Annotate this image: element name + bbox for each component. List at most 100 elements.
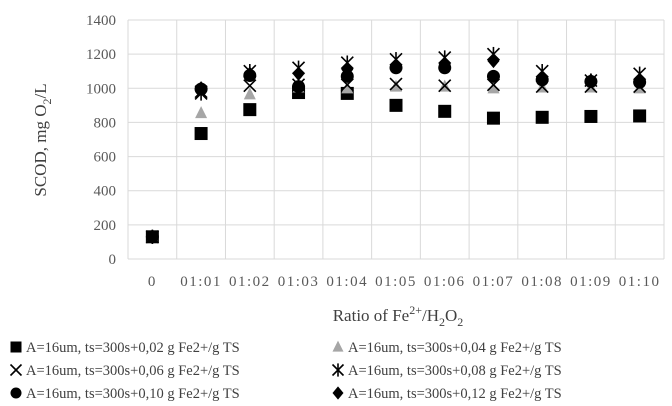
x-tick-labels: 0 01:01 01:02 01:03 01:04 01:05 01:06 01:07 01:0… xyxy=(148,274,661,290)
triangle-marker xyxy=(390,79,402,92)
y-tick-labels: 0 200 400 600 800 1000 1200 1400 xyxy=(86,13,116,268)
diamond-marker xyxy=(584,73,597,88)
data-point-x xyxy=(9,363,23,377)
data-point-triangle xyxy=(390,79,402,92)
x-tick-label: 01:04 xyxy=(326,274,368,290)
diamond-marker xyxy=(243,66,256,81)
data-point-x xyxy=(438,79,452,93)
x-tick-label: 01:10 xyxy=(619,274,661,290)
x-tick-label: 01:01 xyxy=(180,274,222,290)
series-1 xyxy=(145,86,647,244)
data-point-square xyxy=(10,341,22,353)
y-tick-label: 1000 xyxy=(86,81,116,97)
series-6 xyxy=(146,53,646,245)
data-point-square xyxy=(535,110,549,124)
data-point-triangle xyxy=(195,106,208,119)
diamond-marker xyxy=(341,62,354,77)
data-points xyxy=(145,46,647,245)
data-point-diamond xyxy=(332,386,344,400)
series-4 xyxy=(145,46,647,245)
y-tick-label: 1400 xyxy=(86,13,116,29)
diamond-marker xyxy=(146,229,159,245)
legend-item: A=16um, ts=300s+0,06 g Fe2+/g TS xyxy=(9,363,240,379)
x-tick-label: 01:07 xyxy=(473,274,515,290)
data-point-diamond xyxy=(243,66,256,81)
y-axis-title: SCOD, mg O2/L xyxy=(31,83,54,196)
legend: A=16um, ts=300s+0,02 g Fe2+/g TS A=16um, … xyxy=(9,340,562,402)
data-point-circle xyxy=(486,69,500,83)
data-point-diamond xyxy=(341,62,354,77)
x-tick-label: 01:08 xyxy=(521,274,563,290)
x-tick-label: 01:02 xyxy=(229,274,271,290)
diamond-marker xyxy=(195,81,208,96)
triangle-marker xyxy=(487,81,500,94)
data-point-diamond xyxy=(292,66,305,81)
legend-item: A=16um, ts=300s+0,08 g Fe2+/g TS xyxy=(331,363,562,379)
legend-item: A=16um, ts=300s+0,02 g Fe2+/g TS xyxy=(10,340,240,356)
data-point-triangle xyxy=(487,81,500,94)
x-marker-stroke xyxy=(438,79,452,93)
diamond-marker xyxy=(390,58,402,74)
triangle-marker xyxy=(332,340,344,352)
triangle-marker xyxy=(341,81,354,94)
y-tick-label: 1200 xyxy=(86,47,116,63)
legend-label: A=16um, ts=300s+0,08 g Fe2+/g TS xyxy=(348,363,562,379)
square-marker xyxy=(389,98,403,112)
legend-item: A=16um, ts=300s+0,12 g Fe2+/g TS xyxy=(332,386,562,402)
legend-item: A=16um, ts=300s+0,04 g Fe2+/g TS xyxy=(332,340,562,356)
x-axis-title: Ratio of Fe2+/H2O2 xyxy=(333,303,464,329)
square-marker xyxy=(194,127,208,141)
x-marker-stroke xyxy=(243,79,257,93)
legend-label: A=16um, ts=300s+0,02 g Fe2+/g TS xyxy=(26,340,240,356)
data-point-triangle xyxy=(341,81,354,94)
circle-marker xyxy=(292,80,306,94)
data-point-diamond xyxy=(633,73,646,88)
legend-label: A=16um, ts=300s+0,12 g Fe2+/g TS xyxy=(348,386,562,402)
x-tick-label: 01:06 xyxy=(424,274,466,290)
x-tick-label: 01:05 xyxy=(375,274,417,290)
x-tick-label: 0 xyxy=(148,274,157,290)
data-point-diamond xyxy=(146,229,159,245)
circle-marker xyxy=(10,387,22,399)
data-point-star xyxy=(331,363,345,377)
square-marker xyxy=(438,104,452,118)
data-point-square xyxy=(633,109,647,123)
data-point-triangle xyxy=(332,340,344,352)
diamond-marker xyxy=(292,66,305,81)
data-point-circle xyxy=(292,80,306,94)
triangle-marker xyxy=(243,87,256,100)
square-marker xyxy=(535,110,549,124)
data-point-square xyxy=(243,103,257,117)
data-point-square xyxy=(486,111,500,125)
data-point-triangle xyxy=(243,87,256,100)
square-marker xyxy=(10,341,22,353)
data-point-square xyxy=(389,98,403,112)
x-tick-label: 01:03 xyxy=(278,274,320,290)
triangle-marker xyxy=(195,106,208,119)
data-point-diamond xyxy=(584,73,597,88)
x-marker-stroke xyxy=(389,77,403,91)
data-point-diamond xyxy=(536,70,549,86)
y-tick-label: 600 xyxy=(94,150,117,166)
data-point-square xyxy=(438,104,452,118)
data-point-diamond xyxy=(195,81,208,96)
y-tick-label: 800 xyxy=(94,115,117,131)
legend-label: A=16um, ts=300s+0,06 g Fe2+/g TS xyxy=(26,363,240,379)
y-tick-label: 400 xyxy=(94,184,117,200)
diamond-marker xyxy=(332,386,344,400)
data-point-square xyxy=(194,127,208,141)
data-point-circle xyxy=(10,387,22,399)
data-point-x xyxy=(389,77,403,91)
data-point-diamond xyxy=(438,57,451,72)
diamond-marker xyxy=(633,73,646,88)
square-marker xyxy=(243,103,257,117)
data-point-x xyxy=(243,79,257,93)
data-point-square xyxy=(584,109,598,123)
diamond-marker xyxy=(536,70,549,86)
legend-label: A=16um, ts=300s+0,10 g Fe2+/g TS xyxy=(26,386,240,402)
data-point-diamond xyxy=(487,53,500,69)
legend-label: A=16um, ts=300s+0,04 g Fe2+/g TS xyxy=(348,340,562,356)
x-tick-label: 01:09 xyxy=(570,274,612,290)
x-marker-stroke xyxy=(9,363,23,377)
